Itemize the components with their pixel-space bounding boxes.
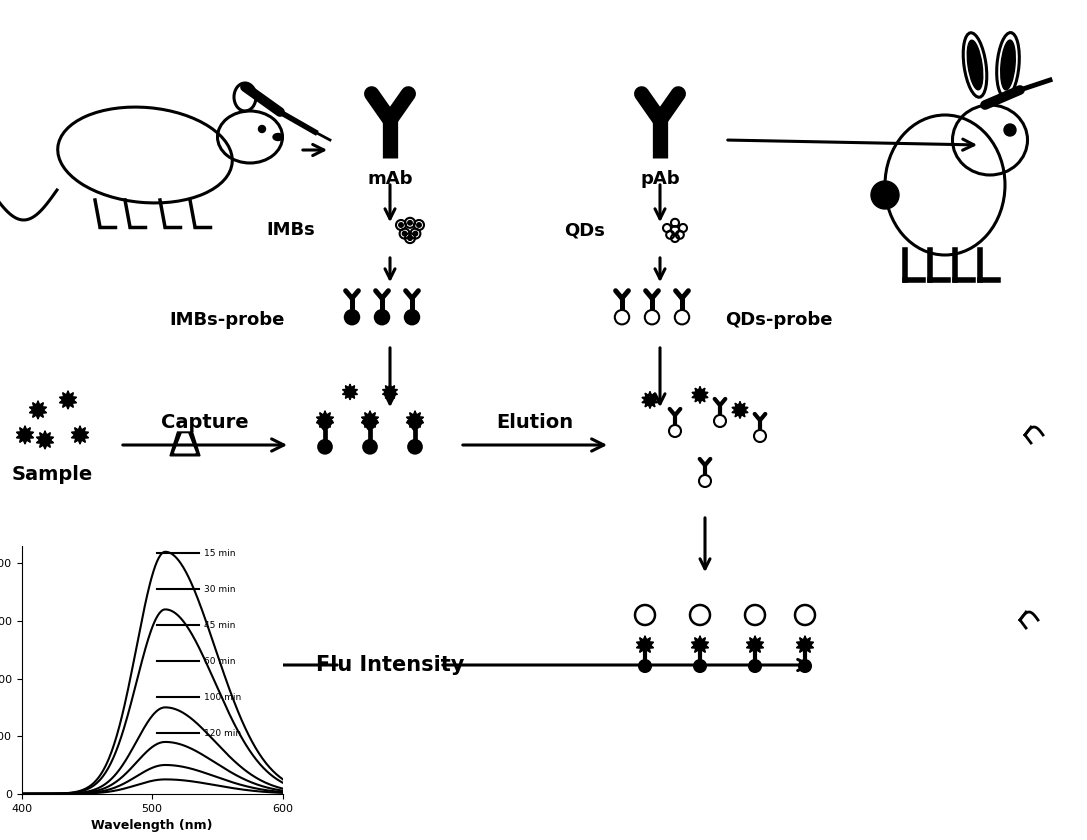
Ellipse shape: [1001, 40, 1015, 90]
Circle shape: [871, 181, 899, 209]
Polygon shape: [342, 384, 358, 400]
Text: 120 min: 120 min: [204, 728, 241, 738]
Polygon shape: [16, 426, 34, 444]
Text: Capture: Capture: [161, 413, 249, 432]
Circle shape: [799, 660, 811, 672]
Polygon shape: [692, 386, 708, 403]
Polygon shape: [732, 402, 748, 418]
Text: mAb: mAb: [367, 170, 413, 188]
Polygon shape: [60, 391, 76, 409]
Polygon shape: [362, 411, 378, 429]
Text: QDs: QDs: [564, 221, 605, 239]
Circle shape: [259, 125, 265, 133]
Polygon shape: [29, 401, 47, 419]
Polygon shape: [175, 434, 196, 453]
Circle shape: [404, 310, 420, 324]
Circle shape: [345, 310, 359, 324]
Polygon shape: [642, 391, 658, 408]
Text: QDs-probe: QDs-probe: [725, 311, 833, 329]
Polygon shape: [637, 636, 653, 654]
Text: Elution: Elution: [497, 413, 574, 432]
Text: 100 min: 100 min: [204, 693, 241, 701]
Circle shape: [639, 660, 651, 672]
Polygon shape: [170, 432, 200, 456]
Circle shape: [749, 660, 761, 672]
Text: IMBs: IMBs: [266, 221, 315, 239]
Polygon shape: [316, 411, 334, 429]
Circle shape: [409, 440, 422, 454]
Polygon shape: [691, 636, 709, 654]
Circle shape: [363, 440, 377, 454]
Circle shape: [408, 236, 412, 240]
Ellipse shape: [967, 40, 983, 90]
Text: Flu Intensity: Flu Intensity: [316, 655, 464, 675]
Polygon shape: [72, 426, 88, 444]
Circle shape: [416, 223, 422, 228]
Text: 15 min: 15 min: [204, 549, 236, 558]
Polygon shape: [747, 636, 763, 654]
Polygon shape: [407, 411, 424, 429]
Polygon shape: [37, 431, 53, 449]
Circle shape: [375, 310, 389, 324]
Circle shape: [408, 221, 412, 225]
Ellipse shape: [273, 134, 283, 140]
Circle shape: [399, 223, 403, 228]
Polygon shape: [797, 636, 813, 654]
X-axis label: Wavelength (nm): Wavelength (nm): [91, 819, 213, 832]
Polygon shape: [383, 384, 398, 400]
Text: pAb: pAb: [640, 170, 679, 188]
Circle shape: [694, 660, 705, 672]
Circle shape: [318, 440, 332, 454]
Text: IMBs-probe: IMBs-probe: [170, 311, 285, 329]
Text: 45 min: 45 min: [204, 621, 236, 630]
Text: 60 min: 60 min: [204, 657, 236, 666]
Circle shape: [413, 231, 417, 236]
Text: Sample: Sample: [11, 465, 92, 484]
Circle shape: [402, 231, 407, 236]
Circle shape: [1004, 124, 1016, 136]
Text: 30 min: 30 min: [204, 585, 236, 594]
